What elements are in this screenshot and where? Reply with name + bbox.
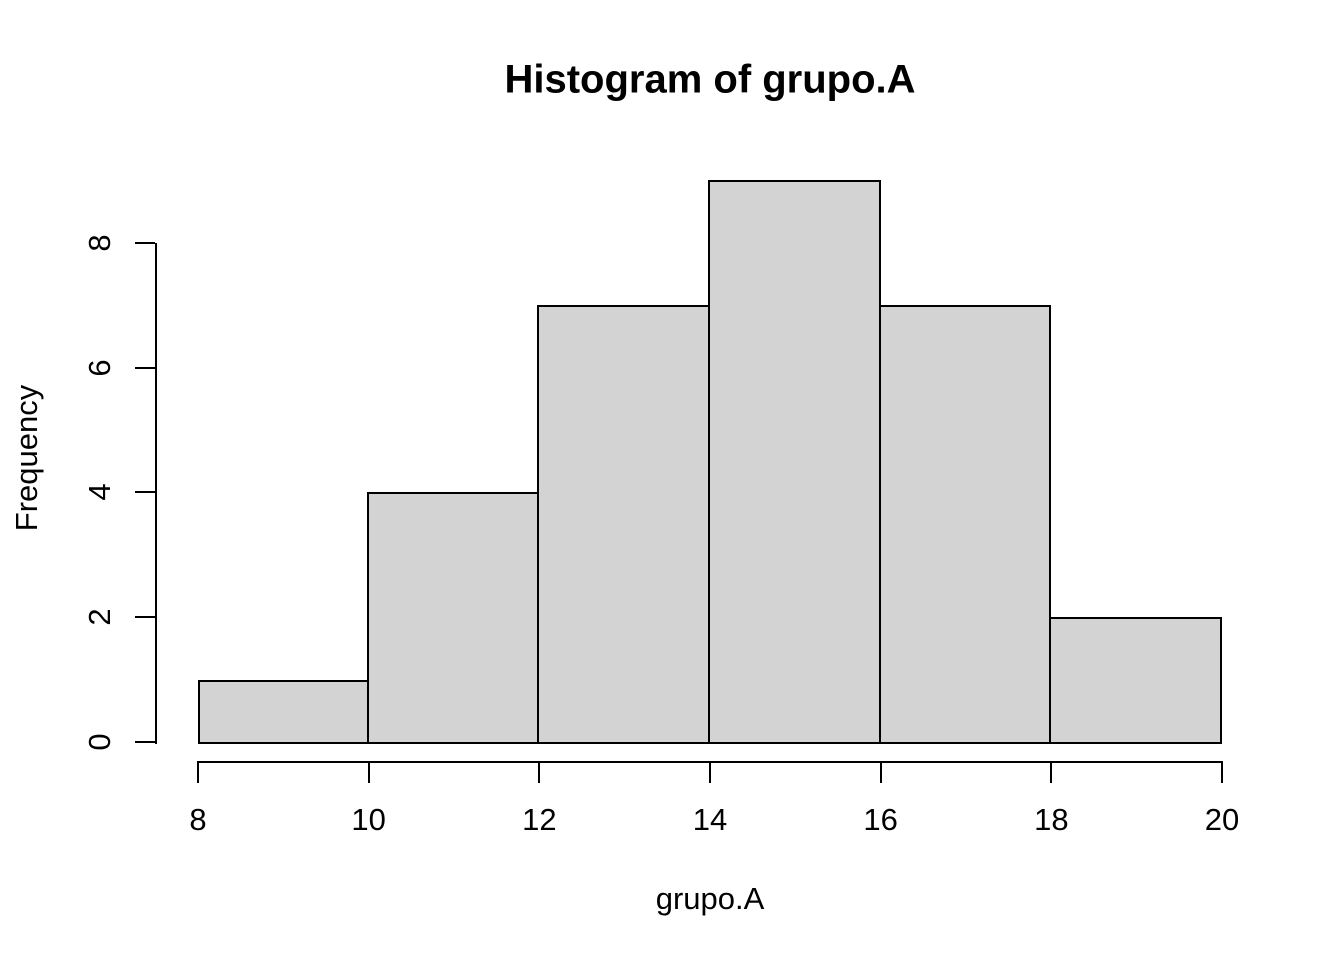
y-axis-tick (135, 491, 155, 494)
x-axis-label: grupo.A (655, 881, 765, 916)
y-axis-label: Frequency (9, 384, 44, 532)
y-axis-tick-label: 8 (82, 234, 117, 252)
x-axis-tick (709, 763, 711, 783)
y-axis-line (155, 242, 157, 744)
x-axis-tick (538, 763, 541, 783)
y-axis-tick (135, 241, 155, 244)
histogram-bar (1049, 617, 1222, 744)
x-axis-tick (879, 763, 882, 783)
histogram-bar (198, 679, 369, 744)
y-axis-tick (135, 366, 155, 369)
histogram-bar (366, 492, 540, 744)
x-axis-line (197, 761, 1223, 763)
y-axis-tick-label: 2 (82, 608, 117, 626)
y-axis-tick (135, 741, 155, 743)
x-axis-tick (197, 763, 199, 783)
x-axis-tick-label: 12 (522, 802, 557, 837)
chart-title: Histogram of grupo.A (504, 57, 916, 102)
x-axis-tick-label: 8 (189, 802, 207, 837)
x-axis-tick-label: 14 (692, 802, 728, 837)
x-axis-tick-label: 10 (351, 802, 386, 837)
y-axis-tick (135, 616, 155, 619)
y-axis-tick-label: 6 (82, 358, 117, 377)
x-axis-tick (1050, 763, 1053, 783)
x-axis-tick-label: 20 (1204, 802, 1240, 837)
x-axis-tick-label: 18 (1034, 802, 1069, 837)
histogram-bar (878, 305, 1052, 744)
y-axis-tick-label: 4 (82, 483, 117, 502)
histogram-bar (537, 305, 710, 744)
y-axis-tick-label: 0 (82, 733, 117, 751)
x-axis-tick-label: 16 (863, 802, 898, 837)
x-axis-tick (367, 763, 370, 783)
x-axis-tick (1221, 763, 1223, 783)
histogram-bar (708, 180, 881, 744)
